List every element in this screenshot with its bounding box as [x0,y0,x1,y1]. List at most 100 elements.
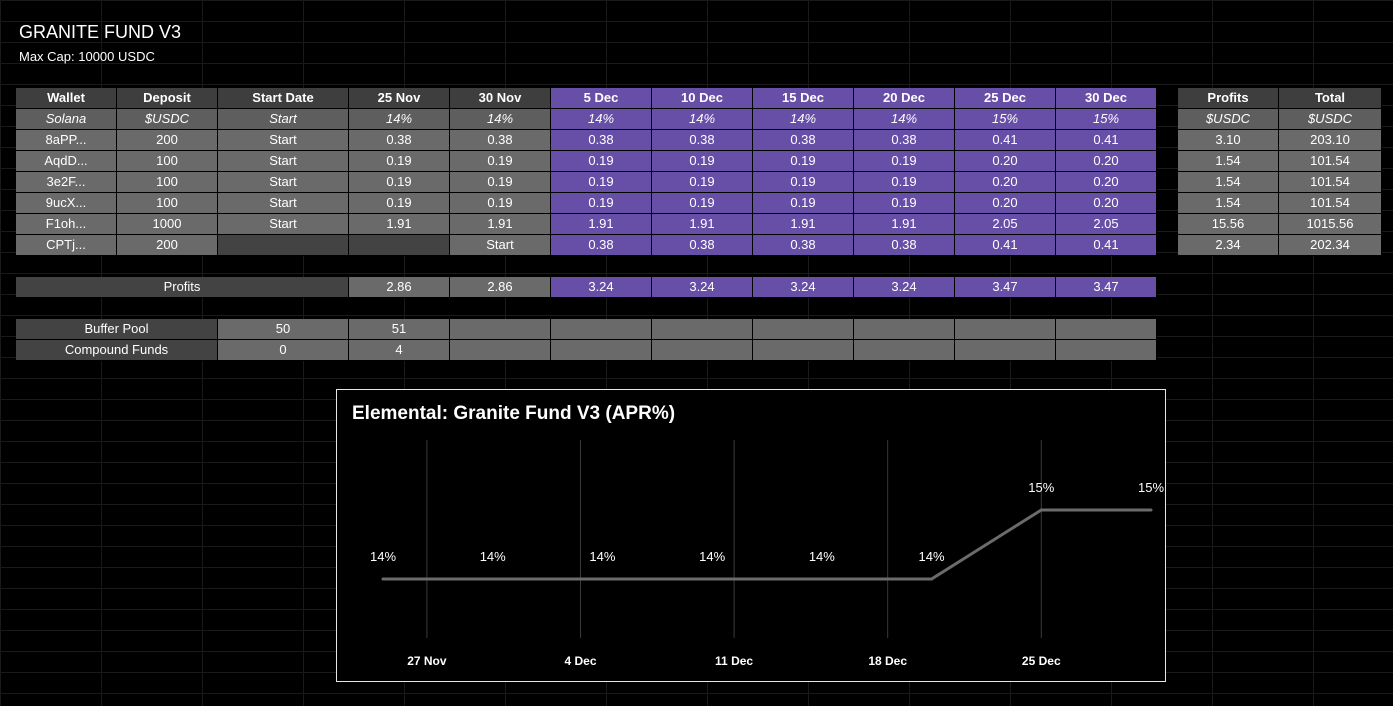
table-cell[interactable]: 100 [117,193,218,214]
table-cell[interactable]: 100 [117,172,218,193]
profits-cell[interactable]: 3.24 [652,277,753,298]
table-cell[interactable]: 0.41 [1056,130,1157,151]
profits-cell[interactable]: 3.24 [551,277,652,298]
table-cell[interactable]: 0.20 [1056,151,1157,172]
table-cell[interactable]: 0.38 [551,130,652,151]
table-cell[interactable]: 1.91 [349,214,450,235]
summary-cell[interactable]: 1.54 [1178,172,1279,193]
table-cell[interactable]: 0.38 [652,235,753,256]
table-cell[interactable]: 0.19 [753,193,854,214]
table-cell[interactable]: 0.20 [1056,172,1157,193]
summary-cell[interactable]: 2.34 [1178,235,1279,256]
table-cell[interactable]: 200 [117,130,218,151]
table-cell[interactable]: 0.38 [652,130,753,151]
table-cell[interactable]: 0.20 [955,172,1056,193]
summary-cell[interactable]: 101.54 [1279,151,1382,172]
table-cell[interactable]: Start [218,151,349,172]
compound-funds-cell[interactable] [854,340,955,361]
table-cell[interactable]: 0.19 [551,172,652,193]
profits-cell[interactable]: 2.86 [450,277,551,298]
summary-cell[interactable]: 101.54 [1279,193,1382,214]
table-cell[interactable]: 0.19 [551,151,652,172]
table-cell[interactable]: 200 [117,235,218,256]
table-cell[interactable]: 8aPP... [16,130,117,151]
buffer-pool-cell[interactable] [551,319,652,340]
table-cell[interactable]: 1.91 [551,214,652,235]
table-cell[interactable]: 0.41 [955,235,1056,256]
table-cell[interactable] [349,235,450,256]
profits-cell[interactable]: 3.24 [753,277,854,298]
table-cell[interactable]: 0.20 [955,151,1056,172]
profits-cell[interactable]: 3.24 [854,277,955,298]
table-cell[interactable]: 0.38 [551,235,652,256]
compound-funds-cell[interactable] [652,340,753,361]
table-cell[interactable]: 0.41 [1056,235,1157,256]
table-cell[interactable]: 0.38 [349,130,450,151]
table-cell[interactable]: 0.19 [854,151,955,172]
buffer-pool-cell[interactable] [450,319,551,340]
table-cell[interactable]: 0.19 [753,172,854,193]
buffer-pool-cell[interactable]: 51 [349,319,450,340]
table-cell[interactable]: 1.91 [854,214,955,235]
table-cell[interactable]: 0.38 [450,130,551,151]
table-cell[interactable]: 0.19 [450,172,551,193]
table-cell[interactable]: 0.19 [349,193,450,214]
table-cell[interactable]: F1oh... [16,214,117,235]
compound-funds-cell[interactable] [955,340,1056,361]
table-cell[interactable]: Start [450,235,551,256]
summary-cell[interactable]: 1.54 [1178,193,1279,214]
table-cell[interactable]: 2.05 [955,214,1056,235]
table-cell[interactable] [218,235,349,256]
table-cell[interactable]: 0.38 [753,130,854,151]
table-cell[interactable]: 0.20 [955,193,1056,214]
profits-cell[interactable]: 2.86 [349,277,450,298]
table-cell[interactable]: 1.91 [450,214,551,235]
buffer-pool-cell[interactable] [753,319,854,340]
buffer-pool-cell[interactable] [854,319,955,340]
table-cell[interactable]: Start [218,214,349,235]
table-cell[interactable]: 0.38 [753,235,854,256]
buffer-pool-cell[interactable] [955,319,1056,340]
table-cell[interactable]: 0.19 [753,151,854,172]
table-cell[interactable]: 0.38 [854,235,955,256]
compound-funds-cell[interactable] [450,340,551,361]
table-cell[interactable]: AqdD... [16,151,117,172]
table-cell[interactable]: 0.19 [854,172,955,193]
table-cell[interactable]: CPTj... [16,235,117,256]
table-cell[interactable]: 0.38 [854,130,955,151]
table-cell[interactable]: 0.20 [1056,193,1157,214]
summary-cell[interactable]: 15.56 [1178,214,1279,235]
buffer-pool-cell[interactable] [652,319,753,340]
table-cell[interactable]: Start [218,130,349,151]
table-cell[interactable]: 9ucX... [16,193,117,214]
profits-cell[interactable]: 3.47 [1056,277,1157,298]
table-cell[interactable]: 0.19 [652,193,753,214]
table-cell[interactable]: 3e2F... [16,172,117,193]
table-cell[interactable]: 0.19 [652,172,753,193]
table-cell[interactable]: 2.05 [1056,214,1157,235]
compound-funds-cell[interactable]: 0 [218,340,349,361]
summary-cell[interactable]: 101.54 [1279,172,1382,193]
table-cell[interactable]: Start [218,172,349,193]
table-cell[interactable]: 0.19 [551,193,652,214]
table-cell[interactable]: 0.19 [854,193,955,214]
table-cell[interactable]: 1000 [117,214,218,235]
table-cell[interactable]: 0.19 [349,151,450,172]
table-cell[interactable]: 0.19 [652,151,753,172]
summary-cell[interactable]: 3.10 [1178,130,1279,151]
table-cell[interactable]: 100 [117,151,218,172]
buffer-pool-cell[interactable] [1056,319,1157,340]
table-cell[interactable]: Start [218,193,349,214]
buffer-pool-cell[interactable]: 50 [218,319,349,340]
table-cell[interactable]: 0.19 [450,151,551,172]
table-cell[interactable]: 1.91 [652,214,753,235]
summary-cell[interactable]: 203.10 [1279,130,1382,151]
profits-cell[interactable]: 3.47 [955,277,1056,298]
table-cell[interactable]: 0.19 [450,193,551,214]
compound-funds-cell[interactable] [1056,340,1157,361]
compound-funds-cell[interactable]: 4 [349,340,450,361]
summary-cell[interactable]: 1015.56 [1279,214,1382,235]
compound-funds-cell[interactable] [551,340,652,361]
table-cell[interactable]: 1.91 [753,214,854,235]
table-cell[interactable]: 0.41 [955,130,1056,151]
